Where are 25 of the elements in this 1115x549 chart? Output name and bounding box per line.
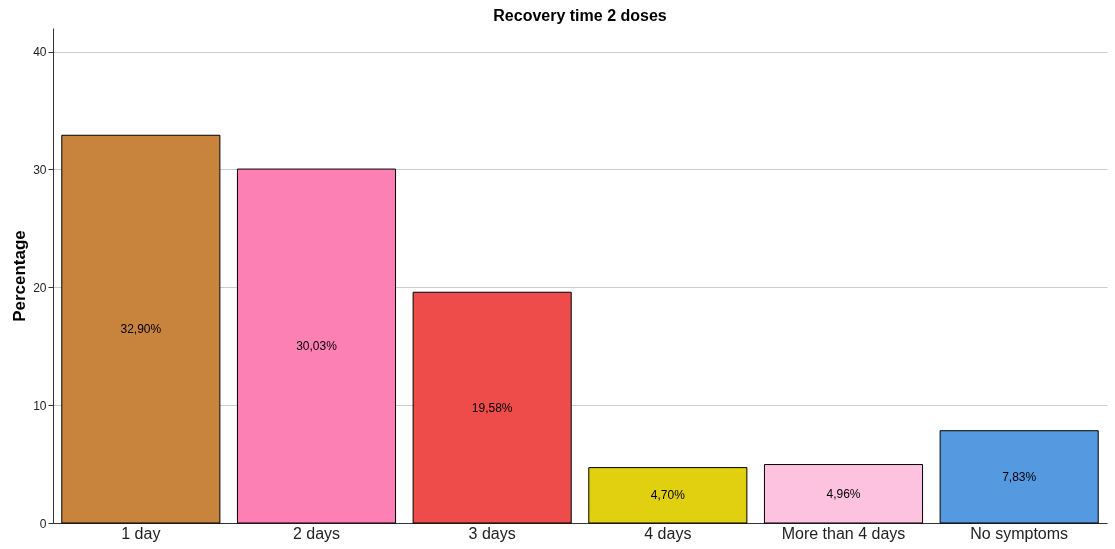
y-tick-label: 30 <box>33 162 47 177</box>
y-tick-label: 40 <box>33 45 47 60</box>
y-tick-label: 0 <box>39 516 47 531</box>
x-tick-label: No symptoms <box>970 524 1069 542</box>
bar <box>412 291 572 524</box>
y-tick-label: 10 <box>33 398 47 413</box>
data-label: 19,58% <box>471 400 513 415</box>
y-tick-label: 20 <box>33 280 47 295</box>
data-label: 30,03% <box>296 339 338 354</box>
x-tick-label: More than 4 days <box>781 524 906 542</box>
bar <box>939 430 1099 524</box>
chart-title: Recovery time 2 doses <box>493 7 667 24</box>
bar <box>763 464 924 524</box>
data-label: 4,70% <box>650 488 686 503</box>
data-label: 4,96% <box>826 486 861 501</box>
data-label: 7,83% <box>1002 469 1037 484</box>
x-tick-label: 4 days <box>644 524 692 542</box>
y-axis-title: Percentage <box>10 230 30 322</box>
bar <box>588 467 748 524</box>
x-tick-label: 3 days <box>468 524 516 542</box>
bar <box>61 134 221 524</box>
x-tick-label: 2 days <box>292 524 341 542</box>
x-tick-label: 1 day <box>121 524 161 542</box>
bar <box>236 168 397 524</box>
data-label: 32,90% <box>120 322 162 337</box>
